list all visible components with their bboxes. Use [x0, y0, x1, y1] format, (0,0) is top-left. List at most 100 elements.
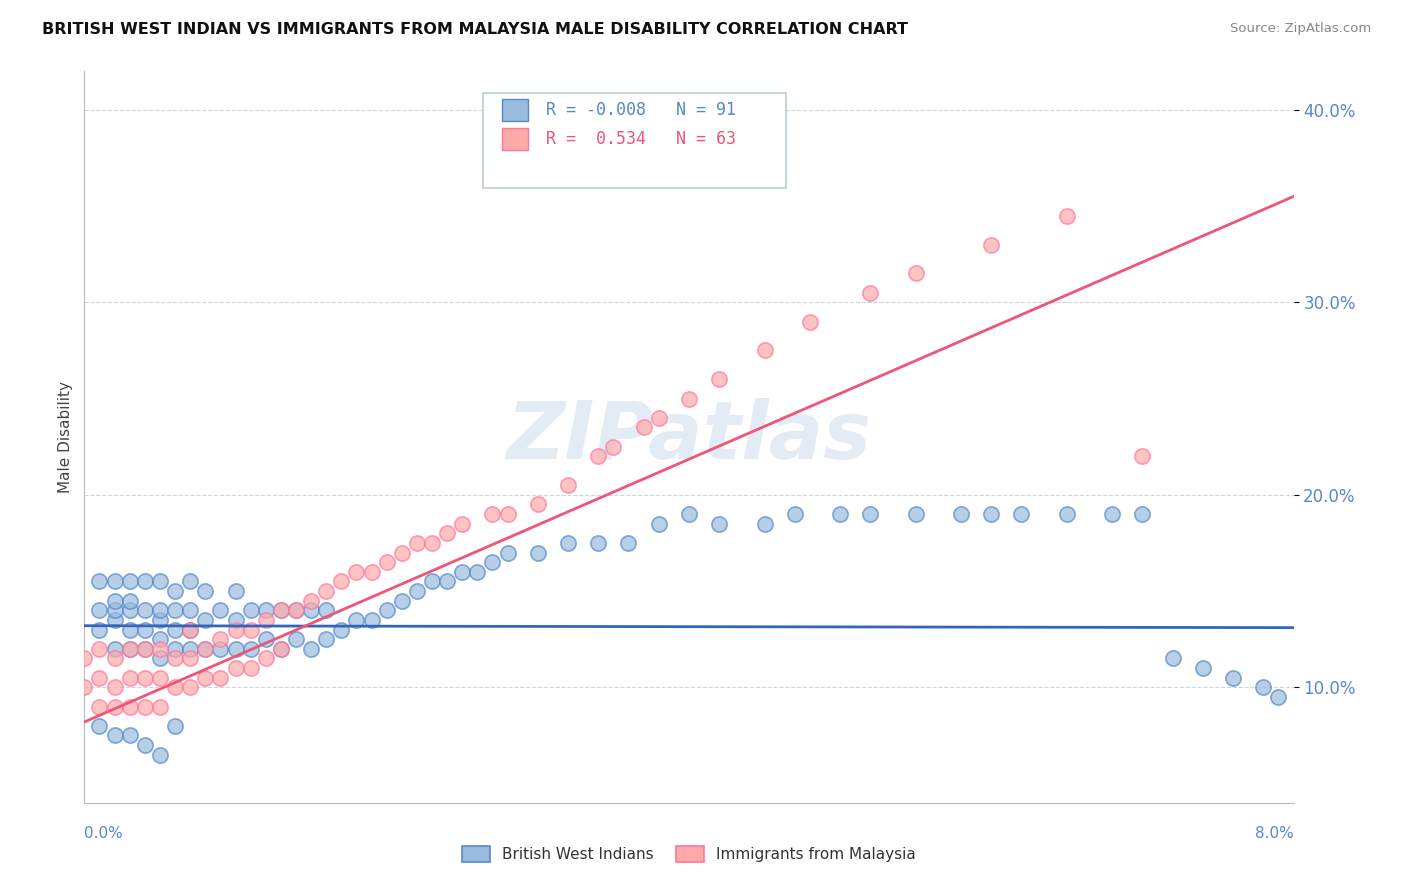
Point — [134, 623, 156, 637]
Point — [104, 613, 127, 627]
Text: 0.0%: 0.0% — [84, 826, 124, 841]
Point — [73, 651, 96, 665]
Point — [239, 603, 262, 617]
Point — [118, 699, 141, 714]
Point — [904, 507, 927, 521]
Point — [527, 545, 550, 559]
Point — [527, 498, 550, 512]
Point — [179, 651, 201, 665]
Legend: British West Indians, Immigrants from Malaysia: British West Indians, Immigrants from Ma… — [456, 839, 922, 868]
Point — [648, 410, 671, 425]
Point — [89, 671, 111, 685]
Point — [179, 603, 201, 617]
Point — [481, 507, 503, 521]
Point — [104, 593, 127, 607]
Point — [118, 623, 141, 637]
Point — [557, 478, 579, 492]
Point — [406, 584, 429, 599]
Point — [149, 613, 172, 627]
Point — [391, 593, 413, 607]
Point — [118, 574, 141, 589]
Point — [754, 343, 776, 358]
Point — [496, 545, 519, 559]
Point — [104, 641, 127, 656]
Text: BRITISH WEST INDIAN VS IMMIGRANTS FROM MALAYSIA MALE DISABILITY CORRELATION CHAR: BRITISH WEST INDIAN VS IMMIGRANTS FROM M… — [42, 22, 908, 37]
Point — [104, 699, 127, 714]
Point — [285, 603, 308, 617]
Point — [149, 747, 172, 762]
Point — [118, 728, 141, 742]
Point — [420, 574, 443, 589]
Point — [239, 661, 262, 675]
Point — [134, 641, 156, 656]
Point — [179, 681, 201, 695]
FancyBboxPatch shape — [484, 94, 786, 188]
Point — [89, 623, 111, 637]
Point — [194, 641, 217, 656]
Point — [950, 507, 973, 521]
Point — [225, 613, 247, 627]
Point — [104, 603, 127, 617]
Point — [179, 574, 201, 589]
Point — [1101, 507, 1123, 521]
Point — [678, 507, 700, 521]
Point — [104, 728, 127, 742]
Point — [1253, 681, 1275, 695]
Point — [1011, 507, 1033, 521]
Point — [225, 641, 247, 656]
Point — [709, 516, 731, 531]
Point — [254, 632, 277, 647]
Point — [149, 699, 172, 714]
Point — [1192, 661, 1215, 675]
Point — [617, 536, 640, 550]
Point — [104, 681, 127, 695]
Point — [194, 584, 217, 599]
Point — [149, 641, 172, 656]
Point — [254, 651, 277, 665]
Point — [179, 641, 201, 656]
Point — [194, 671, 217, 685]
Point — [783, 507, 806, 521]
Point — [165, 719, 187, 733]
Point — [165, 603, 187, 617]
Point — [557, 536, 579, 550]
Point — [104, 651, 127, 665]
Point — [299, 603, 322, 617]
Point — [270, 641, 292, 656]
Point — [209, 632, 232, 647]
Point — [270, 603, 292, 617]
Point — [149, 671, 172, 685]
Point — [754, 516, 776, 531]
Point — [360, 613, 382, 627]
Point — [149, 651, 172, 665]
Bar — [502, 128, 529, 151]
Point — [209, 603, 232, 617]
Point — [134, 641, 156, 656]
Point — [165, 651, 187, 665]
Text: Source: ZipAtlas.com: Source: ZipAtlas.com — [1230, 22, 1371, 36]
Point — [1161, 651, 1184, 665]
Point — [299, 641, 322, 656]
Point — [1056, 507, 1078, 521]
Point — [134, 699, 156, 714]
Point — [588, 536, 610, 550]
Point — [496, 507, 519, 521]
Point — [89, 719, 111, 733]
Point — [89, 603, 111, 617]
Point — [451, 565, 474, 579]
Point — [980, 237, 1002, 252]
Point — [633, 420, 655, 434]
Point — [179, 623, 201, 637]
Point — [165, 623, 187, 637]
Point — [89, 574, 111, 589]
Point — [330, 623, 353, 637]
Text: R =  0.534   N = 63: R = 0.534 N = 63 — [547, 130, 737, 148]
Point — [225, 584, 247, 599]
Point — [254, 613, 277, 627]
Point — [179, 623, 201, 637]
Point — [315, 584, 337, 599]
Point — [330, 574, 353, 589]
Point — [209, 641, 232, 656]
Point — [118, 641, 141, 656]
Point — [859, 507, 882, 521]
